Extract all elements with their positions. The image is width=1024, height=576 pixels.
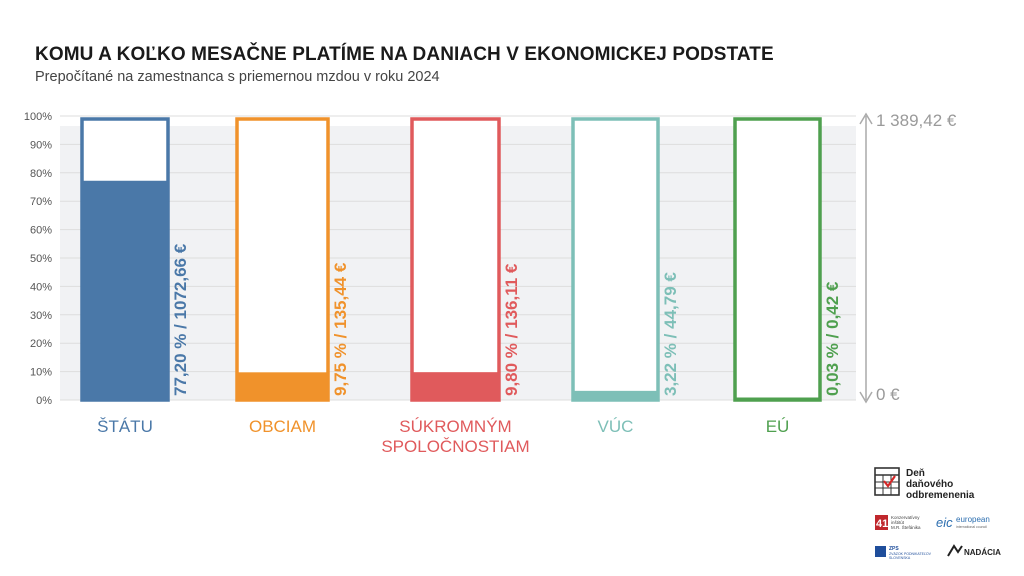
y-tick-label: 90% <box>30 139 52 151</box>
y-tick-label: 20% <box>30 338 52 350</box>
label-separator: / <box>171 319 190 333</box>
y-tick-label: 50% <box>30 253 52 265</box>
y-tick-label: 80% <box>30 168 52 180</box>
y-tick-label: 30% <box>30 310 52 322</box>
bar-fill <box>237 372 328 400</box>
amount-label: 136,11 € <box>502 263 521 329</box>
logo-eic-mark: eic <box>936 515 953 530</box>
label-separator: / <box>823 329 842 343</box>
bar-group-5: 0,03 % / 0,42 € EÚ <box>733 117 842 436</box>
right-axis-top-label: 1 389,42 € <box>876 111 957 130</box>
bar-fill <box>735 397 820 400</box>
category-label: ŠTÁTU <box>97 417 153 436</box>
logo-nadacia: NADÁCIA <box>964 548 1001 557</box>
ki-logo: 41 <box>875 515 888 530</box>
zps-logo <box>875 546 886 557</box>
amount-label: 1072,66 € <box>171 243 190 319</box>
logo-zps-line1: ZPS <box>889 546 899 552</box>
nadacia-logo <box>947 544 963 557</box>
label-separator: / <box>331 329 350 343</box>
sponsor-logos: Deň daňového odbremenenia 41 Konzervatív… <box>872 466 1012 571</box>
bar-value-label: 3,22 % / 44,79 € <box>661 272 680 396</box>
bar-outline <box>733 117 822 402</box>
bar-fill <box>573 390 658 400</box>
category-label-line2: SPOLOČNOSTIAM <box>381 437 529 456</box>
logo-den-line3: odbremenenia <box>906 490 975 501</box>
label-separator: / <box>502 329 521 343</box>
bar-group-1: 77,20 % / 1072,66 € ŠTÁTU <box>80 117 190 436</box>
logo-zps-line2: ZVÄZOK PODNIKATEĽOV <box>889 552 932 556</box>
right-axis-arrow-down <box>859 391 873 404</box>
y-tick-label: 40% <box>30 281 52 293</box>
logo-eic-line2: international council <box>956 525 987 529</box>
y-tick-label: 60% <box>30 225 52 237</box>
y-tick-label: 70% <box>30 196 52 208</box>
logo-den-line2: daňového <box>906 479 953 490</box>
amount-label: 135,44 € <box>331 262 350 329</box>
logo-den-line1: Deň <box>906 468 925 479</box>
category-label: OBCIAM <box>249 417 316 436</box>
bar-fill <box>412 372 499 400</box>
right-axis-bottom-label: 0 € <box>876 385 900 404</box>
bar-outline <box>235 117 330 402</box>
logo-ki-line3: M.R. Štefánika <box>891 524 921 530</box>
amount-label: 44,79 € <box>661 272 680 329</box>
label-separator: / <box>661 329 680 343</box>
logo-ki-line2: inštitút <box>891 520 905 525</box>
bar-value-label: 9,80 % / 136,11 € <box>502 263 521 396</box>
bar-group-4: 3,22 % / 44,79 € VÚC <box>571 117 680 436</box>
percent-label: 77,20 % <box>171 334 190 396</box>
logo-ki-line1: Konzervatívny <box>891 515 920 520</box>
logo-zps-line3: SLOVENSKA <box>889 556 911 560</box>
y-tick-label: 10% <box>30 367 52 379</box>
y-tick-label: 100% <box>24 111 52 123</box>
bar-value-label: 77,20 % / 1072,66 € <box>171 243 190 396</box>
chart-subtitle: Prepočítané na zamestnanca s priemernou … <box>35 69 440 85</box>
percent-label: 9,75 % <box>331 343 350 396</box>
y-tick-label: 0% <box>36 395 52 407</box>
bar-outline <box>410 117 501 402</box>
percent-label: 9,80 % <box>502 343 521 396</box>
bar-value-label: 9,75 % / 135,44 € <box>331 262 350 396</box>
calendar-icon <box>874 467 900 496</box>
right-axis-arrow-up <box>859 112 873 125</box>
percent-label: 0,03 % <box>823 343 842 396</box>
svg-text:41: 41 <box>876 518 888 530</box>
bar-group-2: 9,75 % / 135,44 € OBCIAM <box>235 117 350 436</box>
category-label: SÚKROMNÝM <box>399 417 511 436</box>
bar-outline <box>571 117 660 402</box>
bar-fill <box>82 180 168 400</box>
percent-label: 3,22 % <box>661 343 680 396</box>
amount-label: 0,42 € <box>823 281 842 329</box>
chart-title: KOMU A KOĽKO MESAČNE PLATÍME NA DANIACH … <box>35 44 774 65</box>
category-label: VÚC <box>598 417 634 436</box>
category-label: EÚ <box>766 417 790 436</box>
bar-value-label: 0,03 % / 0,42 € <box>823 281 842 396</box>
logo-eic-line1: european <box>956 515 990 524</box>
